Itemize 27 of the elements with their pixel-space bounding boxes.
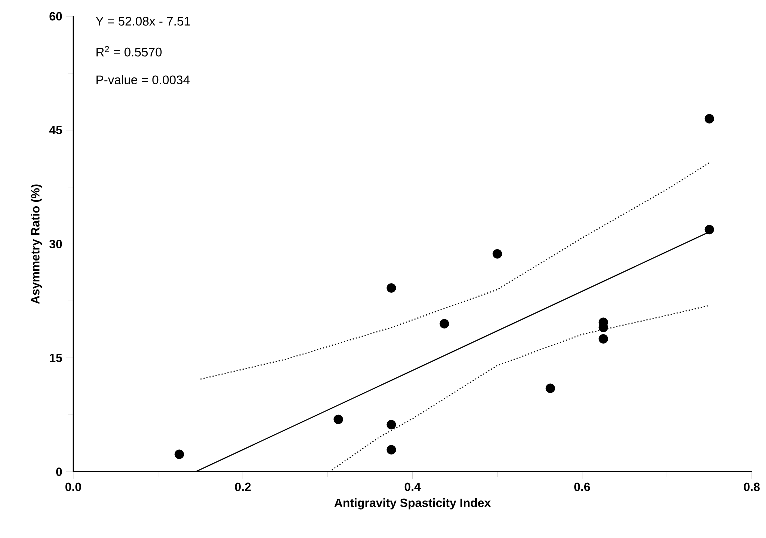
point [174,450,184,460]
y-tick-label: 0 [56,468,62,476]
annotation: R$^{2}$ = 0.5570 [96,46,162,57]
x-tick-label: 0.4 [404,482,421,492]
line-series [200,162,710,380]
annotation: Y = 52.08x - 7.51 [96,17,190,26]
point [386,445,396,455]
point [546,384,556,394]
point [440,319,450,329]
y-tick-label: 60 [50,12,62,21]
x-tick-label: 0.8 [744,482,760,492]
x-tick-label: 0.0 [66,482,82,492]
point [704,225,714,235]
x-tick-label: 0.6 [574,482,590,492]
y-tick-label: 30 [50,240,62,248]
x-tick-label: 0.2 [235,482,251,492]
point [334,414,344,424]
point [492,249,502,259]
y-tick-label: 15 [50,354,62,362]
y-axis-title: Asymmetry Ratio (%) [31,184,42,304]
x-axis-title: Antigravity Spasticity Index [334,498,492,510]
y-tick-label: 45 [50,126,62,135]
annotation: P-value = 0.0034 [96,75,190,84]
point [704,114,714,124]
point [598,334,608,344]
point [386,284,396,294]
point [386,420,396,430]
